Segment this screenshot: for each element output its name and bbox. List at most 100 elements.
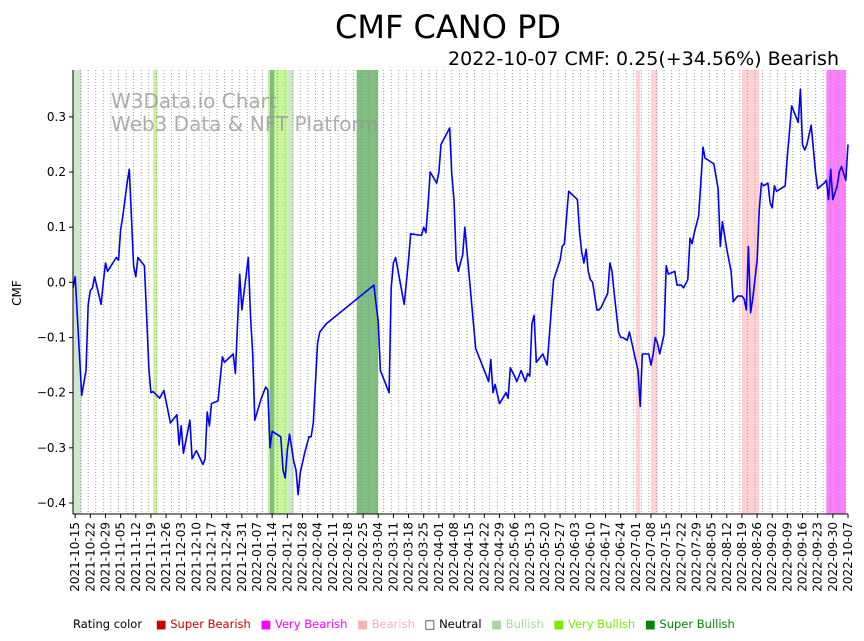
x-tick-label: 2022-06-03 bbox=[568, 522, 582, 592]
x-tick-label: 2022-04-15 bbox=[462, 522, 476, 592]
legend-item-very-bullish: ■ Very Bullish bbox=[553, 617, 638, 631]
x-tick-label: 2022-08-26 bbox=[750, 522, 764, 592]
x-tick-label: 2022-09-09 bbox=[780, 522, 794, 592]
x-tick-label: 2021-12-17 bbox=[205, 522, 219, 592]
x-tick-label: 2022-04-22 bbox=[477, 522, 491, 592]
x-tick-label: 2022-06-17 bbox=[599, 522, 613, 592]
legend-swatch-neutral: □ bbox=[424, 617, 436, 631]
x-tick-label: 2021-10-22 bbox=[83, 522, 97, 592]
x-tick-label: 2022-05-20 bbox=[538, 522, 552, 592]
legend-swatch-super-bullish: ■ bbox=[644, 617, 656, 631]
x-tick-label: 2021-11-19 bbox=[144, 522, 158, 592]
y-tick-label: −0.4 bbox=[37, 496, 66, 510]
legend-item-super-bearish: ■ Super Bearish bbox=[156, 617, 255, 631]
vertical-gridlines bbox=[72, 70, 847, 514]
x-tick-label: 2022-06-10 bbox=[583, 522, 597, 592]
band-very-bullish bbox=[153, 70, 158, 514]
x-tick-label: 2022-02-18 bbox=[341, 522, 355, 592]
x-tick-label: 2022-04-29 bbox=[492, 522, 506, 592]
x-tick-label: 2022-01-07 bbox=[250, 522, 264, 592]
band-bearish bbox=[651, 70, 658, 514]
x-tick-label: 2022-05-06 bbox=[508, 522, 522, 592]
x-tick-label: 2021-10-29 bbox=[98, 522, 112, 592]
legend-item-bearish: ■ Bearish bbox=[357, 617, 418, 631]
x-tick-label: 2021-11-26 bbox=[159, 522, 173, 592]
x-tick-label: 2022-02-25 bbox=[356, 522, 370, 592]
legend-title: Rating color bbox=[73, 617, 143, 631]
x-tick-label: 2022-08-05 bbox=[705, 522, 719, 592]
legend-label-super-bearish: Super Bearish bbox=[170, 617, 251, 631]
x-tick-label: 2022-07-15 bbox=[659, 522, 673, 592]
x-tick-label: 2022-09-23 bbox=[811, 522, 825, 592]
y-ticks: −0.4 −0.3 −0.2 −0.1 0.0 0.1 0.2 0.3 bbox=[37, 110, 73, 510]
band-very-bearish bbox=[826, 70, 846, 514]
y-tick-label: 0.2 bbox=[47, 165, 66, 179]
legend-swatch-super-bearish: ■ bbox=[155, 617, 167, 631]
x-tick-label: 2021-12-31 bbox=[235, 522, 249, 592]
x-tick-label: 2022-03-04 bbox=[371, 522, 385, 592]
band-super-bullish bbox=[356, 70, 379, 514]
legend-label-super-bullish: Super Bullish bbox=[659, 617, 735, 631]
legend-swatch-very-bullish: ■ bbox=[553, 617, 565, 631]
legend-label-bearish: Bearish bbox=[371, 617, 415, 631]
x-tick-label: 2022-04-08 bbox=[447, 522, 461, 592]
legend-label-bullish: Bullish bbox=[505, 617, 544, 631]
chart-subtitle: 2022-10-07 CMF: 0.25(+34.56%) Bearish bbox=[448, 48, 839, 70]
band-bullish bbox=[287, 70, 294, 514]
rating-legend: Rating color ■ Super Bearish ■ Very Bear… bbox=[73, 617, 741, 631]
legend-label-neutral: Neutral bbox=[439, 617, 482, 631]
legend-swatch-bullish: ■ bbox=[491, 617, 503, 631]
x-tick-label: 2022-08-12 bbox=[720, 522, 734, 592]
x-tick-label: 2022-01-28 bbox=[295, 522, 309, 592]
cmf-series bbox=[72, 88, 849, 496]
y-tick-label: 0.0 bbox=[47, 275, 66, 289]
x-tick-label: 2022-09-02 bbox=[765, 522, 779, 592]
x-tick-label: 2022-05-13 bbox=[523, 522, 537, 592]
x-tick-label: 2022-10-07 bbox=[841, 522, 855, 592]
axes bbox=[72, 70, 848, 515]
x-tick-label: 2021-12-10 bbox=[189, 522, 203, 592]
legend-item-neutral: □ Neutral bbox=[425, 617, 486, 631]
y-tick-label: 0.1 bbox=[47, 220, 66, 234]
x-tick-label: 2022-04-01 bbox=[432, 522, 446, 592]
x-tick-label: 2021-12-03 bbox=[174, 522, 188, 592]
y-tick-label: −0.2 bbox=[37, 386, 66, 400]
y-tick-label: −0.3 bbox=[37, 441, 66, 455]
chart-title: CMF CANO PD bbox=[335, 8, 561, 46]
x-tick-label: 2022-02-04 bbox=[311, 522, 325, 592]
y-tick-label: 0.3 bbox=[47, 110, 66, 124]
legend-label-very-bullish: Very Bullish bbox=[567, 617, 636, 631]
watermark-line-1: W3Data.io Chart bbox=[111, 89, 277, 113]
legend-swatch-very-bearish: ■ bbox=[260, 617, 272, 631]
legend-label-very-bearish: Very Bearish bbox=[275, 617, 348, 631]
watermark-line-2: Web3 Data & NFT Platform bbox=[111, 112, 379, 136]
x-tick-label: 2021-10-15 bbox=[68, 522, 82, 592]
legend-swatch-bearish: ■ bbox=[357, 617, 368, 631]
x-tick-label: 2022-03-18 bbox=[402, 522, 416, 592]
x-tick-label: 2022-03-25 bbox=[417, 522, 431, 592]
x-tick-label: 2022-05-27 bbox=[553, 522, 567, 592]
x-tick-label: 2022-09-30 bbox=[826, 522, 840, 592]
x-tick-label: 2021-11-05 bbox=[114, 522, 128, 592]
x-tick-label: 2022-01-14 bbox=[265, 522, 279, 592]
legend-item-bullish: ■ Bullish bbox=[491, 617, 547, 631]
x-tick-label: 2021-12-24 bbox=[220, 522, 234, 592]
x-tick-label: 2022-08-19 bbox=[735, 522, 749, 592]
y-tick-label: −0.1 bbox=[37, 331, 66, 345]
x-ticks: 2021-10-15 2021-10-22 2021-10-29 2021-11-05… bbox=[68, 514, 855, 592]
x-tick-label: 2022-09-16 bbox=[796, 522, 810, 592]
legend-item-very-bearish: ■ Very Bearish bbox=[260, 617, 351, 631]
band-bullish bbox=[73, 70, 82, 514]
x-tick-label: 2022-07-22 bbox=[674, 522, 688, 592]
cmf-line bbox=[72, 88, 849, 496]
x-tick-label: 2022-07-08 bbox=[644, 522, 658, 592]
legend-item-super-bullish: ■ Super Bullish bbox=[645, 617, 735, 631]
x-tick-label: 2021-11-12 bbox=[129, 522, 143, 592]
y-axis-label: CMF bbox=[10, 280, 24, 306]
x-tick-label: 2022-03-11 bbox=[386, 522, 400, 592]
band-super-bullish bbox=[269, 70, 275, 514]
x-tick-label: 2022-01-21 bbox=[280, 522, 294, 592]
x-tick-label: 2022-02-11 bbox=[326, 522, 340, 592]
x-tick-label: 2022-06-24 bbox=[614, 522, 628, 592]
